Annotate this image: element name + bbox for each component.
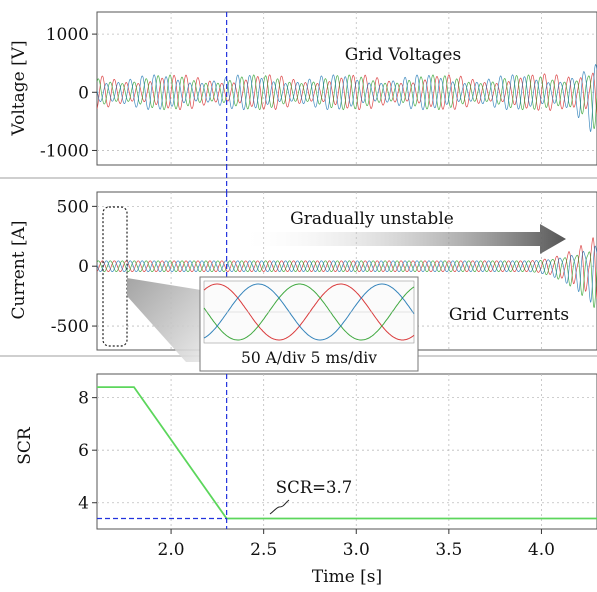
inset-label: 50 A/div 5 ms/div bbox=[241, 349, 377, 367]
inset-phase-waveform bbox=[203, 283, 415, 341]
x-tick-label: 3.0 bbox=[343, 540, 370, 560]
y-tick-label: 8 bbox=[78, 389, 89, 409]
current-ylabel: Current [A] bbox=[9, 221, 29, 320]
y-tick-label: -1000 bbox=[40, 141, 89, 161]
zoom-region-box bbox=[102, 206, 128, 347]
phase-waveform-2 bbox=[97, 74, 597, 130]
unstable-arrow bbox=[238, 224, 566, 254]
x-tick-label: 2.5 bbox=[250, 540, 277, 560]
x-tick-label: 2.0 bbox=[158, 540, 185, 560]
time-xlabel: Time [s] bbox=[312, 567, 382, 587]
phase-waveform-1 bbox=[97, 72, 597, 115]
inset-zoom: 50 A/div 5 ms/div bbox=[199, 276, 419, 372]
scr-ylabel: SCR bbox=[15, 426, 35, 465]
zoom-cone bbox=[127, 278, 201, 362]
x-tick-label: 3.5 bbox=[435, 540, 462, 560]
y-tick-label: 6 bbox=[78, 441, 89, 461]
y-tick-label: 4 bbox=[78, 494, 89, 514]
current-annotation: Grid Currents bbox=[449, 305, 569, 325]
phase-waveform-1 bbox=[97, 237, 597, 299]
scr-annotation-pointer bbox=[269, 499, 290, 515]
voltage-annotation: Grid Voltages bbox=[345, 45, 461, 65]
inset-phase-waveform bbox=[203, 283, 415, 341]
y-tick-label: 0 bbox=[78, 83, 89, 103]
phase-waveform-3 bbox=[97, 64, 597, 132]
y-tick-label: -500 bbox=[51, 317, 89, 337]
phase-waveform-2 bbox=[97, 251, 597, 309]
inset-phase-waveform bbox=[203, 283, 415, 341]
scr-annotation: SCR=3.7 bbox=[276, 478, 352, 497]
y-tick-label: 500 bbox=[57, 197, 89, 217]
y-tick-label: 0 bbox=[78, 257, 89, 277]
y-tick-label: 1000 bbox=[46, 25, 89, 45]
x-tick-label: 4.0 bbox=[528, 540, 555, 560]
scr-series-line bbox=[97, 386, 597, 520]
voltage-ylabel: Voltage [V] bbox=[9, 40, 29, 136]
arrow-label: Gradually unstable bbox=[290, 209, 454, 229]
phase-waveform-3 bbox=[97, 245, 597, 303]
